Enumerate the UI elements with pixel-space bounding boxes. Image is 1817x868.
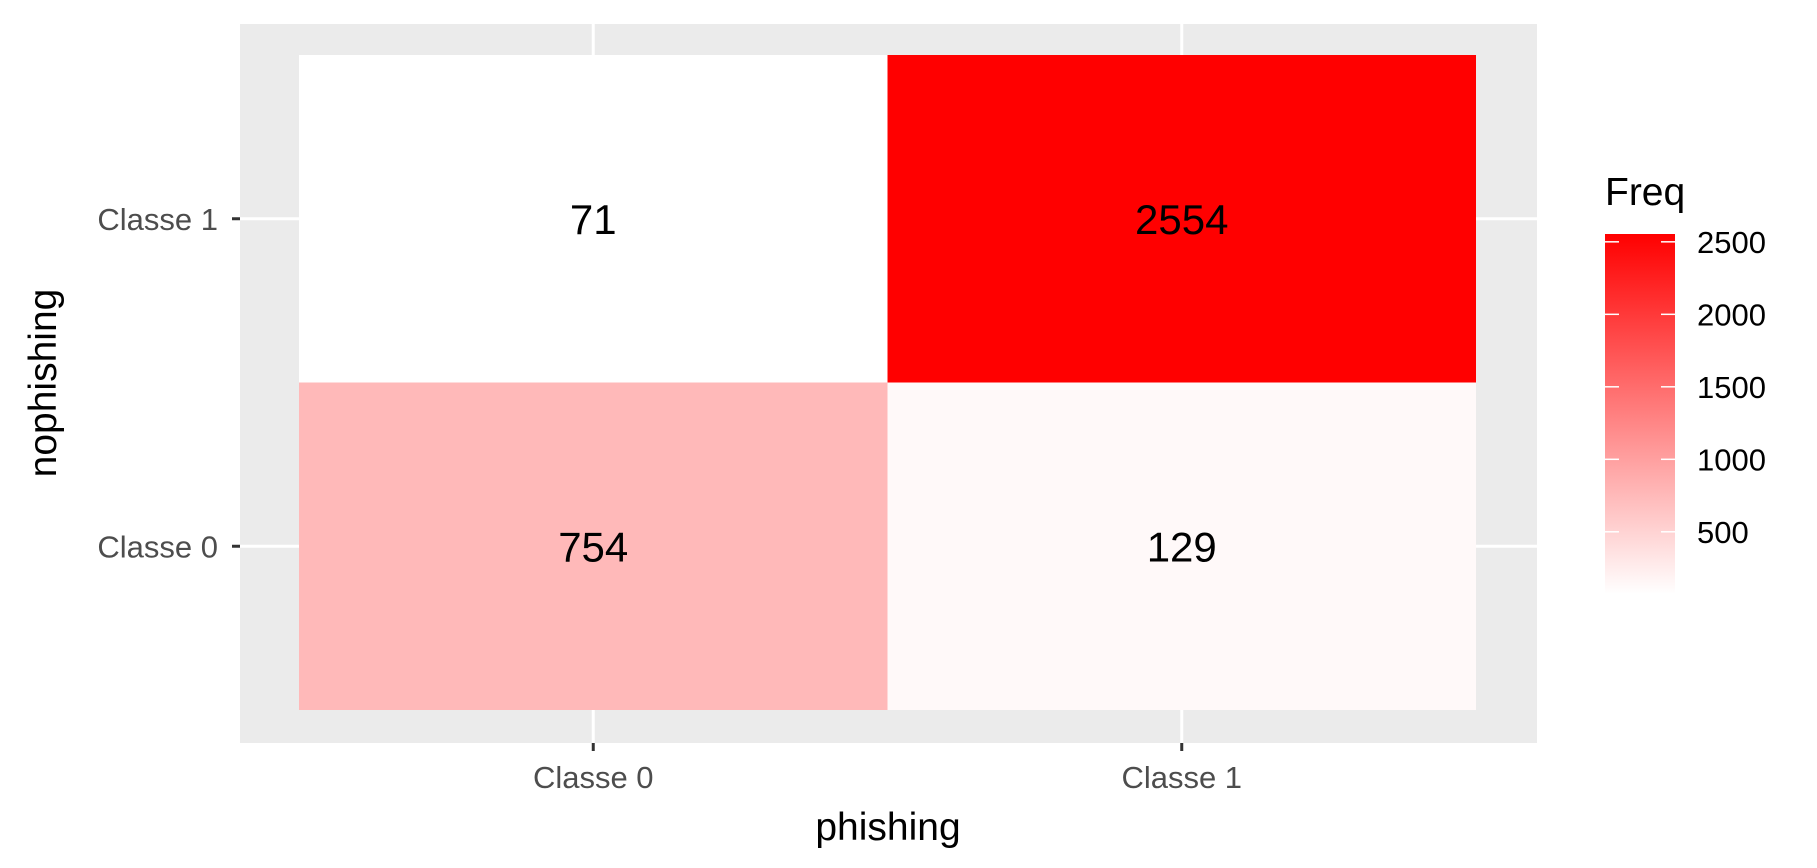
heatmap-cell bbox=[887, 382, 1476, 710]
heatmap-cell bbox=[299, 382, 888, 710]
cell-value-label: 754 bbox=[558, 523, 628, 570]
legend: Freq 500 1000 1500 2000 2500 bbox=[1605, 171, 1766, 594]
legend-break-label: 1500 bbox=[1697, 370, 1766, 405]
cell-value-label: 71 bbox=[570, 196, 617, 243]
heatmap-cell bbox=[299, 55, 888, 383]
legend-break-label: 1000 bbox=[1697, 442, 1766, 477]
legend-break-label: 500 bbox=[1697, 515, 1749, 550]
legend-title: Freq bbox=[1605, 171, 1685, 214]
y-tick-label: Classe 0 bbox=[97, 529, 218, 564]
heatmap-cells bbox=[299, 55, 1476, 710]
legend-break-label: 2500 bbox=[1697, 225, 1766, 260]
x-tick-label: Classe 1 bbox=[1121, 760, 1242, 795]
x-axis-title: phishing bbox=[815, 806, 960, 849]
y-tick-label: Classe 1 bbox=[97, 202, 218, 237]
cell-value-label: 129 bbox=[1147, 523, 1217, 570]
legend-colorbar bbox=[1605, 234, 1675, 594]
heatmap-cell bbox=[887, 55, 1476, 383]
axes: Classe 0 Classe 1 Classe 0 Classe 1 bbox=[97, 202, 1242, 795]
y-axis-title: nophishing bbox=[22, 289, 65, 478]
cell-value-label: 2554 bbox=[1135, 196, 1228, 243]
x-tick-label: Classe 0 bbox=[533, 760, 654, 795]
cell-value-labels: 71 2554 754 129 bbox=[558, 196, 1228, 571]
legend-break-label: 2000 bbox=[1697, 297, 1766, 332]
